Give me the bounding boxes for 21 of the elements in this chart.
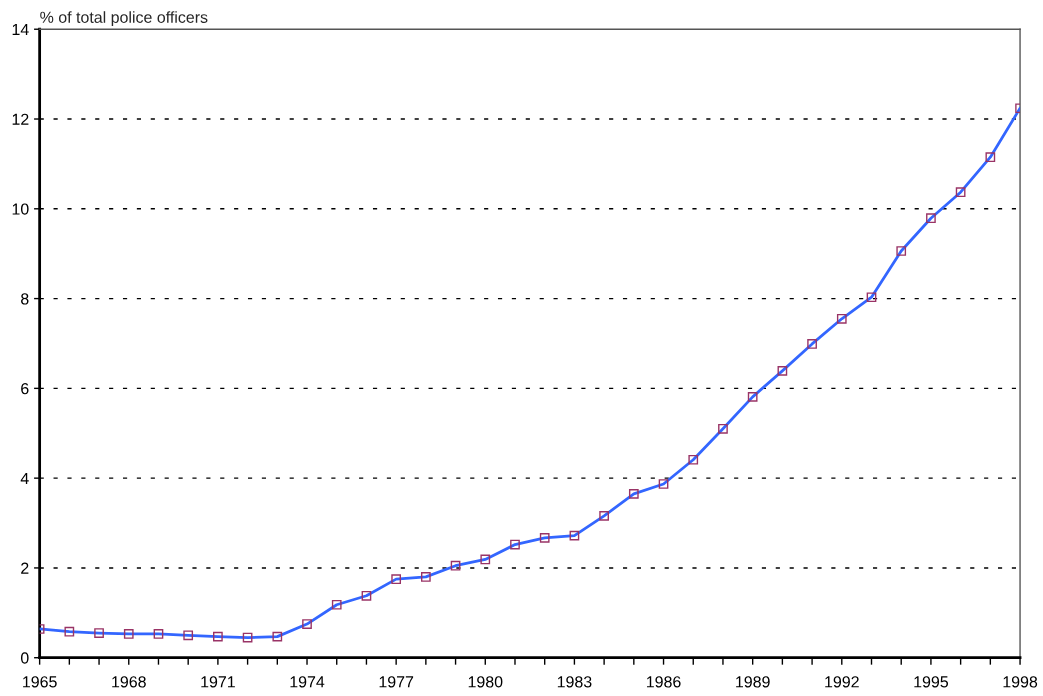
y-axis-title: % of total police officers (40, 11, 208, 27)
y-tick-label: 12 (12, 113, 29, 125)
x-tick-label: 1980 (468, 676, 503, 688)
x-tick-label: 1998 (1003, 676, 1038, 688)
x-tick-label: 1971 (201, 676, 235, 688)
x-tick-label: 1977 (379, 676, 414, 688)
y-tick-label: 10 (12, 203, 29, 215)
y-tick-label: 14 (12, 24, 29, 36)
y-tick-label: 2 (21, 562, 29, 574)
y-tick-label: 6 (21, 383, 29, 395)
x-tick-label: 1974 (290, 676, 325, 688)
y-tick-label: 8 (21, 293, 29, 305)
y-tick-label: 4 (20, 472, 29, 484)
x-tick-label: 1992 (825, 676, 859, 688)
x-tick-label: 1968 (112, 676, 146, 688)
x-tick-label: 1989 (736, 676, 770, 688)
x-tick-label: 1995 (914, 676, 949, 688)
x-tick-label: 1983 (557, 676, 592, 688)
y-tick-label: 0 (20, 652, 29, 664)
x-tick-label: 1965 (23, 676, 57, 688)
x-tick-label: 1986 (646, 676, 681, 688)
